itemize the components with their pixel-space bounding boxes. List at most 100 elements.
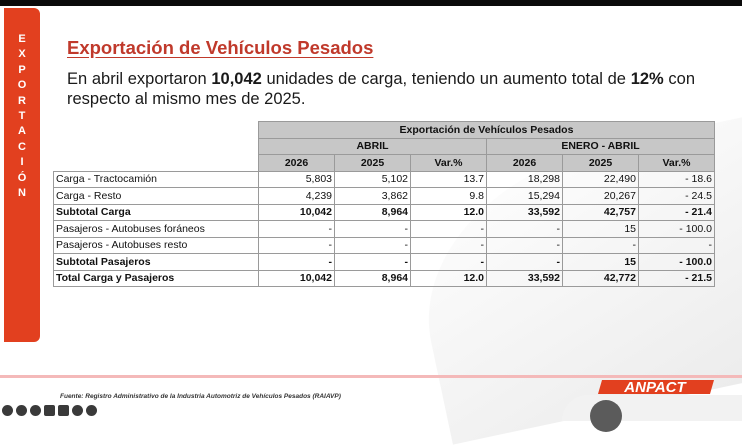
table-group-header-row: ABRIL ENERO - ABRIL: [54, 137, 715, 155]
row-label: Total Carga y Pasajeros: [53, 269, 259, 287]
side-letter: C: [18, 140, 26, 153]
table-cell: -: [334, 236, 411, 254]
side-letter: Ó: [17, 171, 27, 184]
table-row-total: Total Carga y Pasajeros 10,042 8,964 12.…: [53, 269, 715, 287]
table-cell: - 18.6: [638, 170, 715, 188]
back-icon[interactable]: [2, 405, 13, 416]
table-cell: -: [334, 253, 411, 271]
table-cell: 33,592: [486, 269, 563, 287]
table-corner: [54, 122, 259, 139]
table-row-subtotal: Subtotal Pasajeros - - - - 15 - 100.0: [53, 253, 715, 271]
table-title: Exportación de Vehículos Pesados: [258, 121, 715, 139]
column-header: 2026: [258, 154, 335, 172]
group-header-abril: ABRIL: [258, 137, 487, 155]
row-label: Pasajeros - Autobuses resto: [53, 236, 259, 254]
table-cell: -: [410, 253, 487, 271]
table-corner: [54, 138, 259, 155]
table-cell: 33,592: [486, 203, 563, 221]
table-cell: 42,757: [562, 203, 639, 221]
table-cell: -: [410, 236, 487, 254]
side-letter: P: [18, 63, 26, 76]
side-banner: E X P O R T A C I Ó N: [4, 8, 40, 342]
table-cell: 4,239: [258, 187, 335, 205]
table-cell: 5,803: [258, 170, 335, 188]
column-header: Var.%: [638, 154, 715, 172]
table-cell: -: [562, 236, 639, 254]
table-cell: 18,298: [486, 170, 563, 188]
row-label: Carga - Resto: [53, 187, 259, 205]
intro-percentage: 12%: [630, 70, 664, 88]
intro-units: 10,042: [211, 70, 262, 88]
table-row: Carga - Resto 4,239 3,862 9.8 15,294 20,…: [53, 187, 715, 205]
side-letter: N: [18, 187, 26, 200]
anpact-logo: ANPACT: [598, 379, 714, 398]
row-label: Carga - Tractocamión: [53, 170, 259, 188]
table-title-row: Exportación de Vehículos Pesados: [54, 121, 715, 139]
side-letter: R: [18, 94, 26, 107]
table-column-header-row: 2026 2025 Var.% 2026 2025 Var.%: [54, 154, 715, 172]
column-header: 2026: [486, 154, 563, 172]
intro-text: unidades de carga, teniendo un aumento t…: [261, 70, 631, 88]
logo-band: [598, 380, 714, 394]
table-cell: - 100.0: [638, 253, 715, 271]
table-cell: 12.0: [410, 269, 487, 287]
table-cell: -: [410, 220, 487, 238]
subtitles-icon[interactable]: [44, 405, 55, 416]
column-header: 2025: [334, 154, 411, 172]
pen-icon[interactable]: [16, 405, 27, 416]
row-label: Pasajeros - Autobuses foráneos: [53, 220, 259, 238]
intro-text: con respecto al mismo mes de 2025.: [67, 70, 696, 108]
table-cell: 8,964: [334, 203, 411, 221]
table-cell: -: [258, 220, 335, 238]
table-cell: 42,772: [562, 269, 639, 287]
camera-icon[interactable]: [58, 405, 69, 416]
table-cell: -: [486, 236, 563, 254]
table-cell: 15,294: [486, 187, 563, 205]
table-cell: -: [638, 236, 715, 254]
column-header: 2025: [562, 154, 639, 172]
table-cell: -: [258, 253, 335, 271]
side-letter: A: [18, 125, 26, 138]
zoom-icon[interactable]: [30, 405, 41, 416]
side-letter: X: [18, 48, 26, 61]
column-header: Var.%: [410, 154, 487, 172]
logo-text: ANPACT: [623, 379, 687, 396]
table-cell: 10,042: [258, 269, 335, 287]
side-letter: T: [18, 110, 26, 123]
table-cell: 5,102: [334, 170, 411, 188]
intro-paragraph: En abril exportaron 10,042 unidades de c…: [67, 69, 695, 109]
table-row: Pasajeros - Autobuses foráneos - - - - 1…: [53, 220, 715, 238]
side-letter: O: [17, 79, 27, 92]
table-cell: 22,490: [562, 170, 639, 188]
intro-text: En abril exportaron: [67, 70, 212, 88]
table-row-subtotal: Subtotal Carga 10,042 8,964 12.0 33,592 …: [53, 203, 715, 221]
table-cell: 9.8: [410, 187, 487, 205]
table-cell: 10,042: [258, 203, 335, 221]
export-table: Exportación de Vehículos Pesados ABRIL E…: [53, 121, 715, 287]
table-cell: -: [334, 220, 411, 238]
table-cell: 8,964: [334, 269, 411, 287]
row-label: Subtotal Carga: [53, 203, 259, 221]
table-row: Pasajeros - Autobuses resto - - - - - -: [53, 236, 715, 254]
row-label: Subtotal Pasajeros: [53, 253, 259, 271]
presenter-toolbar: [2, 405, 97, 416]
side-letter: E: [18, 33, 26, 45]
table-cell: 13.7: [410, 170, 487, 188]
more-options-icon[interactable]: [86, 405, 97, 416]
table-cell: -: [486, 253, 563, 271]
side-letter: I: [20, 156, 24, 169]
top-bar: [0, 0, 742, 6]
table-cell: 15: [562, 253, 639, 271]
corner-decoration: [562, 395, 742, 421]
table-cell: - 21.4: [638, 203, 715, 221]
side-banner-text: E X P O R T A C I Ó N: [4, 32, 40, 201]
chat-icon[interactable]: [72, 405, 83, 416]
table-cell: 15: [562, 220, 639, 238]
table-cell: - 100.0: [638, 220, 715, 238]
group-header-enero-abril: ENERO - ABRIL: [486, 137, 715, 155]
table-cell: 12.0: [410, 203, 487, 221]
footer-divider: [0, 375, 742, 378]
table-cell: 20,267: [562, 187, 639, 205]
page-title: Exportación de Vehículos Pesados: [67, 37, 374, 58]
table-cell: -: [258, 236, 335, 254]
